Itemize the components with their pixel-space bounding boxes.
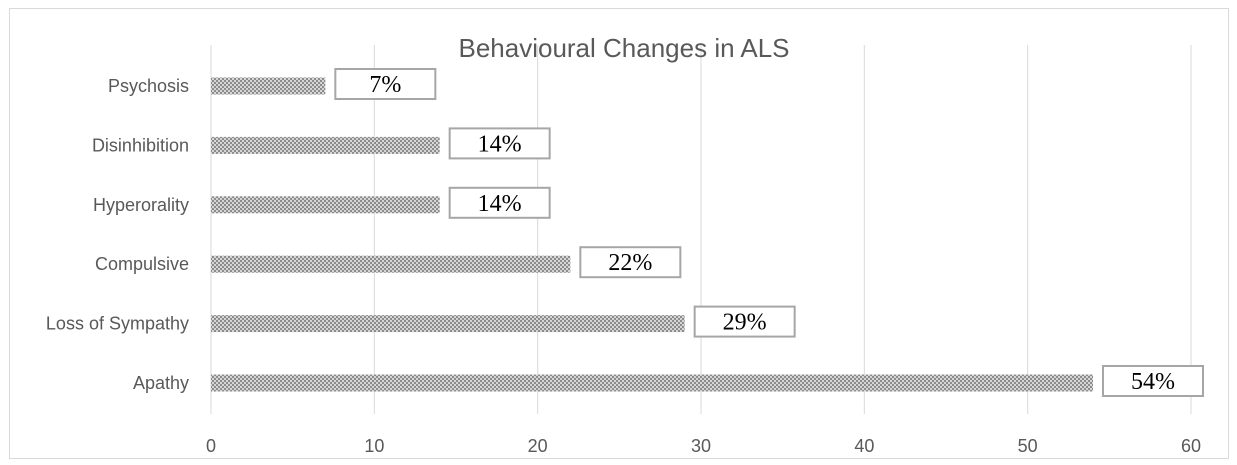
x-tick-label: 20 — [528, 436, 548, 456]
x-tick-label: 10 — [364, 436, 384, 456]
data-label-box — [334, 68, 437, 100]
data-label-hyperorality: 14% — [448, 186, 551, 219]
data-label-box — [1102, 365, 1204, 397]
bar-hyperorality — [211, 196, 440, 214]
data-label-compulsive: 22% — [579, 246, 682, 279]
x-tick-label: 50 — [1018, 436, 1038, 456]
gridlines — [210, 45, 1192, 414]
data-label-box — [579, 246, 682, 279]
category-label: Hyperorality — [93, 195, 189, 215]
x-tick-label: 30 — [691, 436, 711, 456]
data-label-box — [448, 186, 551, 219]
category-label: Loss of Sympathy — [46, 314, 189, 334]
bar-loss-of-sympathy — [211, 315, 685, 333]
bar-disinhibition — [211, 136, 440, 154]
category-label: Psychosis — [108, 76, 189, 96]
data-labels: 54% 29% 22% 14% 14% 7% — [334, 68, 1204, 397]
data-label-text: 22% — [608, 250, 652, 276]
data-label-box — [448, 127, 551, 160]
data-label-text: 14% — [478, 131, 522, 157]
category-label: Disinhibition — [92, 135, 189, 155]
data-label-box — [693, 305, 796, 338]
x-axis-ticks: 0 10 20 30 40 50 60 — [206, 436, 1201, 456]
data-label-text: 14% — [478, 191, 522, 217]
chart-title: Behavioural Changes in ALS — [458, 33, 789, 63]
x-tick-label: 40 — [854, 436, 874, 456]
data-label-loss-of-sympathy: 29% — [693, 305, 796, 338]
bars — [211, 77, 1093, 392]
category-label: Compulsive — [95, 254, 189, 274]
x-tick-label: 60 — [1181, 436, 1201, 456]
bar-psychosis — [211, 77, 326, 95]
data-label-disinhibition: 14% — [448, 127, 551, 160]
data-label-text: 7% — [369, 72, 401, 98]
bar-apathy — [211, 374, 1093, 392]
data-label-psychosis: 7% — [334, 68, 437, 100]
bar-compulsive — [211, 255, 571, 273]
x-tick-label: 0 — [206, 436, 216, 456]
category-labels: Apathy Loss of Sympathy Compulsive Hyperora… — [46, 76, 189, 393]
data-label-text: 29% — [723, 310, 767, 336]
data-label-text: 54% — [1131, 369, 1175, 395]
data-label-apathy: 54% — [1102, 365, 1204, 397]
category-label: Apathy — [133, 373, 189, 393]
